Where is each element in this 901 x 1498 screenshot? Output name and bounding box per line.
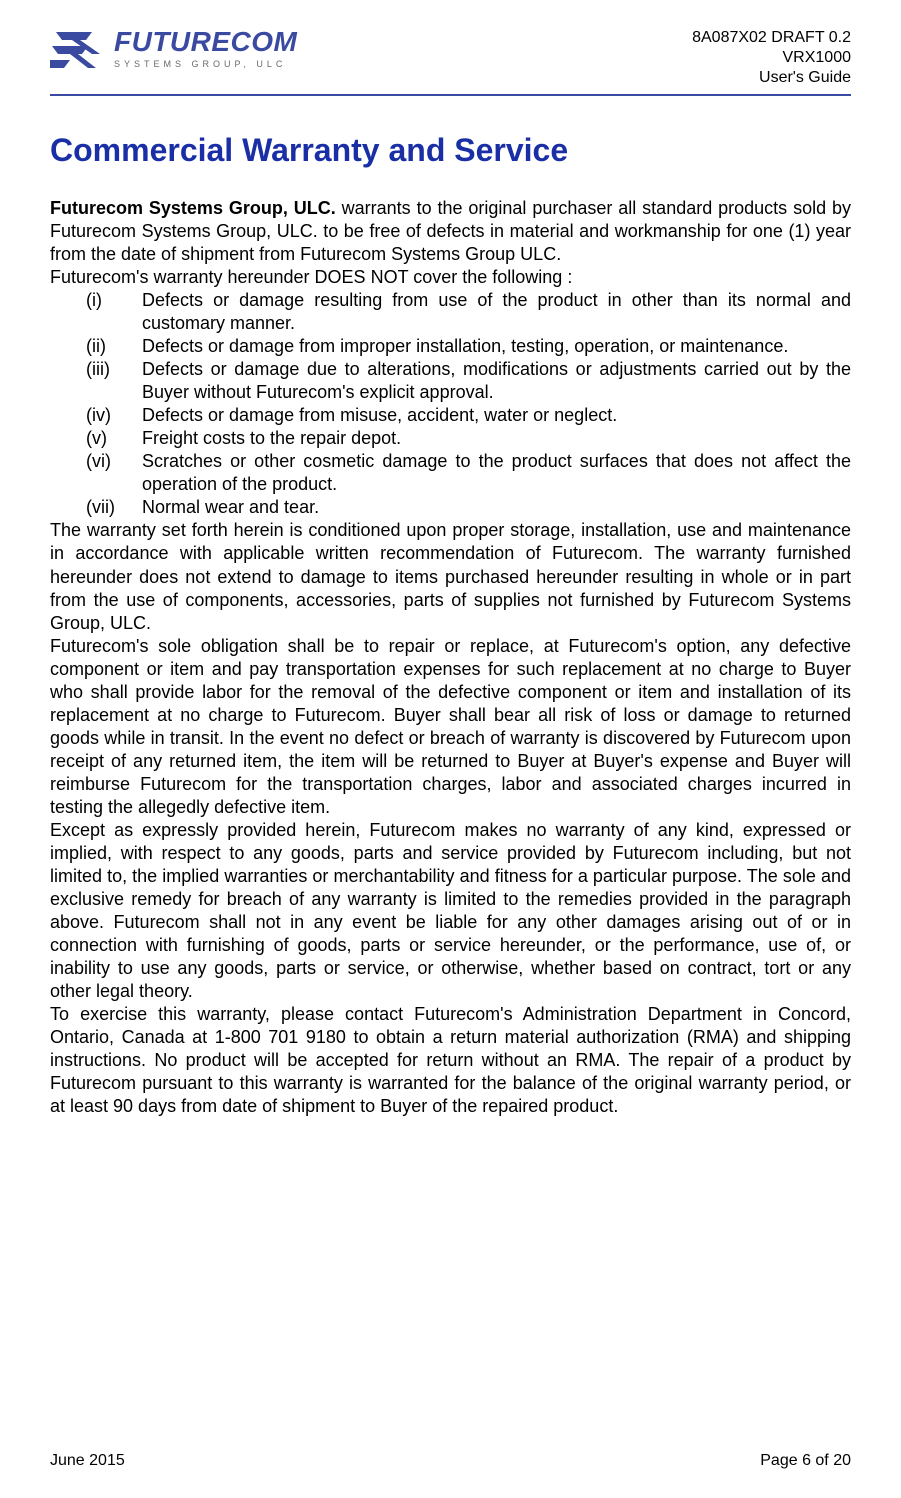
doc-product: VRX1000 bbox=[692, 48, 851, 68]
list-num: (iii) bbox=[86, 358, 142, 404]
document-meta: 8A087X02 DRAFT 0.2 VRX1000 User's Guide bbox=[692, 28, 851, 88]
logo-name: FUTURECOM bbox=[114, 28, 297, 56]
list-num: (v) bbox=[86, 427, 142, 450]
logo: FUTURECOM SYSTEMS GROUP, ULC bbox=[50, 28, 297, 74]
list-num: (iv) bbox=[86, 404, 142, 427]
exclusion-list: (i)Defects or damage resulting from use … bbox=[86, 289, 851, 519]
list-num: (vi) bbox=[86, 450, 142, 496]
doc-guide: User's Guide bbox=[692, 68, 851, 88]
list-num: (vii) bbox=[86, 496, 142, 519]
futurecom-logo-icon bbox=[50, 28, 108, 74]
logo-text: FUTURECOM SYSTEMS GROUP, ULC bbox=[114, 28, 297, 69]
list-item: (i)Defects or damage resulting from use … bbox=[86, 289, 851, 335]
doc-id: 8A087X02 DRAFT 0.2 bbox=[692, 28, 851, 48]
lead-bold: Futurecom Systems Group, ULC. bbox=[50, 198, 336, 218]
footer-date: June 2015 bbox=[50, 1452, 125, 1470]
list-item: (iv)Defects or damage from misuse, accid… bbox=[86, 404, 851, 427]
list-item: (vii)Normal wear and tear. bbox=[86, 496, 851, 519]
body-para-2: Futurecom's sole obligation shall be to … bbox=[50, 635, 851, 819]
logo-tagline: SYSTEMS GROUP, ULC bbox=[114, 60, 297, 69]
list-num: (ii) bbox=[86, 335, 142, 358]
body-para-4: To exercise this warranty, please contac… bbox=[50, 1003, 851, 1118]
list-text: Normal wear and tear. bbox=[142, 496, 851, 519]
list-num: (i) bbox=[86, 289, 142, 335]
list-text: Defects or damage due to alterations, mo… bbox=[142, 358, 851, 404]
body-para-1: The warranty set forth herein is conditi… bbox=[50, 519, 851, 634]
list-text: Scratches or other cosmetic damage to th… bbox=[142, 450, 851, 496]
lead-paragraph: Futurecom Systems Group, ULC. warrants t… bbox=[50, 197, 851, 266]
list-item: (ii)Defects or damage from improper inst… bbox=[86, 335, 851, 358]
list-item: (iii)Defects or damage due to alteration… bbox=[86, 358, 851, 404]
page-title: Commercial Warranty and Service bbox=[50, 132, 851, 169]
page-footer: June 2015 Page 6 of 20 bbox=[50, 1452, 851, 1470]
list-intro: Futurecom's warranty hereunder DOES NOT … bbox=[50, 266, 851, 289]
list-text: Freight costs to the repair depot. bbox=[142, 427, 851, 450]
list-item: (vi)Scratches or other cosmetic damage t… bbox=[86, 450, 851, 496]
list-text: Defects or damage from improper installa… bbox=[142, 335, 851, 358]
page-header: FUTURECOM SYSTEMS GROUP, ULC 8A087X02 DR… bbox=[50, 28, 851, 96]
list-text: Defects or damage from misuse, accident,… bbox=[142, 404, 851, 427]
footer-page: Page 6 of 20 bbox=[760, 1452, 851, 1470]
list-item: (v)Freight costs to the repair depot. bbox=[86, 427, 851, 450]
body-para-3: Except as expressly provided herein, Fut… bbox=[50, 819, 851, 1003]
list-text: Defects or damage resulting from use of … bbox=[142, 289, 851, 335]
